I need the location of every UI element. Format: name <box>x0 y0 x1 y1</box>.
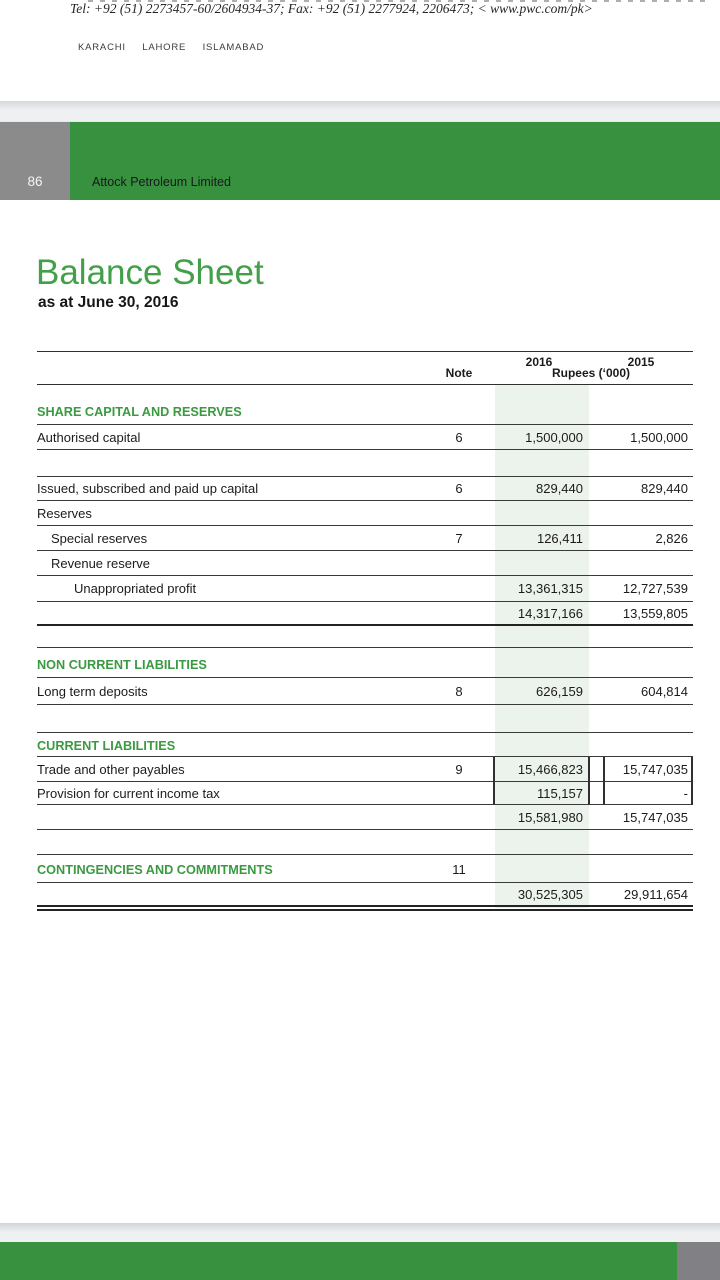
row-authorised-capital: Authorised capital 6 1,500,000 1,500,000 <box>37 425 693 450</box>
row-label: Issued, subscribed and paid up capital <box>37 481 259 496</box>
value-2015: 15,747,035 <box>622 809 688 825</box>
value-2015: 829,440 <box>641 481 688 496</box>
section-label: CONTINGENCIES AND COMMITMENTS <box>37 863 273 877</box>
page-subtitle: as at June 30, 2016 <box>38 294 179 311</box>
branch-cities: KARACHI LAHORE ISLAMABAD <box>78 42 265 53</box>
page-separator-bottom <box>0 1223 720 1242</box>
report-header-bar: 86 Attock Petroleum Limited <box>0 121 720 200</box>
value-2015: 604,814 <box>641 683 688 699</box>
value-2015: 15,747,035 <box>622 761 688 777</box>
spacer-row <box>37 705 693 733</box>
row-equity-subtotal: 14,317,166 13,559,805 <box>37 602 693 626</box>
page-title: Balance Sheet <box>36 253 264 292</box>
row-unappropriated-profit: Unappropriated profit 13,361,315 12,727,… <box>37 576 693 602</box>
row-label: Unappropriated profit <box>74 581 197 596</box>
row-revenue-reserve: Revenue reserve <box>37 551 693 576</box>
row-label: Reserves <box>37 505 92 521</box>
row-issued-subscribed-paid-up-capital: Issued, subscribed and paid up capital 6… <box>37 477 693 501</box>
column-header-unit: Rupees (‘000) <box>551 366 631 380</box>
note-ref: 6 <box>455 481 463 496</box>
row-label: Authorised capital <box>37 429 141 445</box>
row-label: Long term deposits <box>37 683 148 699</box>
row-special-reserves: Special reserves 7 126,411 2,826 <box>37 526 693 551</box>
column-header-2016: 2016 <box>525 355 553 369</box>
section-label: NON CURRENT LIABILITIES <box>37 658 207 672</box>
row-label: Special reserves <box>51 530 148 546</box>
page-number: 86 <box>27 174 43 189</box>
row-label: Provision for current income tax <box>37 785 220 801</box>
section-share-capital-and-reserves: SHARE CAPITAL AND RESERVES <box>37 385 693 425</box>
spacer-row <box>37 830 693 855</box>
report-footer-bar <box>0 1242 720 1280</box>
value-2016: 13,361,315 <box>517 581 583 596</box>
current-year-column-highlight <box>495 385 589 908</box>
note-ref: 9 <box>455 761 463 777</box>
row-label: Trade and other payables <box>37 761 185 777</box>
column-header-note: Note <box>445 366 473 380</box>
value-2016: 115,157 <box>536 785 583 801</box>
row-trade-and-other-payables: Trade and other payables 9 15,466,823 15… <box>37 757 693 782</box>
value-2016: 1,500,000 <box>525 429 583 445</box>
row-reserves: Reserves <box>37 501 693 526</box>
row-provision-for-current-income-tax: Provision for current income tax 115,157… <box>37 782 693 805</box>
row-current-liabilities-subtotal: 15,581,980 15,747,035 <box>37 805 693 830</box>
note-ref: 7 <box>455 530 463 546</box>
value-2016: 626,159 <box>536 683 583 699</box>
grand-total-double-rule <box>37 909 693 911</box>
value-2016: 15,581,980 <box>517 809 583 825</box>
value-2016: 829,440 <box>536 481 583 496</box>
footer-corner-box <box>677 1242 720 1280</box>
value-2015: 12,727,539 <box>622 581 688 596</box>
page-number-box: 86 <box>0 122 70 200</box>
section-label: CURRENT LIABILITIES <box>37 739 176 753</box>
company-name: Attock Petroleum Limited <box>92 175 231 189</box>
spacer-row <box>37 626 693 648</box>
value-2015: 29,911,654 <box>623 886 688 902</box>
note-ref: 6 <box>455 429 463 445</box>
balance-sheet-table: 2016 2015 Note Rupees (‘000) SHARE CAPIT… <box>37 351 693 911</box>
value-2015: 13,559,805 <box>622 605 688 621</box>
table-header-row: 2016 2015 Note Rupees (‘000) <box>37 352 693 385</box>
tel-fax-line: Tel: +92 (51) 2273457-60/2604934-37; Fax… <box>70 1 593 16</box>
note-ref: 8 <box>455 683 463 699</box>
page-separator-top <box>0 101 720 121</box>
value-2015: 2,826 <box>655 530 688 546</box>
value-2016: 126,411 <box>536 530 583 546</box>
spacer-row <box>37 450 693 477</box>
column-header-2015: 2015 <box>627 355 655 369</box>
value-2016: 15,466,823 <box>517 761 583 777</box>
section-contingencies-and-commitments: CONTINGENCIES AND COMMITMENTS 11 <box>37 855 693 883</box>
value-2016: 14,317,166 <box>517 605 583 621</box>
section-current-liabilities: CURRENT LIABILITIES <box>37 733 693 757</box>
row-label: Revenue reserve <box>51 555 150 571</box>
section-non-current-liabilities: NON CURRENT LIABILITIES <box>37 648 693 678</box>
row-grand-total: 30,525,305 29,911,654 <box>37 883 693 907</box>
letterhead: Tel: +92 (51) 2273457-60/2604934-37; Fax… <box>0 0 720 101</box>
row-long-term-deposits: Long term deposits 8 626,159 604,814 <box>37 678 693 705</box>
value-2015: 1,500,000 <box>630 429 688 445</box>
value-2016: 30,525,305 <box>517 886 583 902</box>
note-ref: 11 <box>452 862 466 877</box>
section-label: SHARE CAPITAL AND RESERVES <box>37 405 242 419</box>
value-2015: - <box>683 785 688 801</box>
clipped-line-remnant <box>88 0 710 2</box>
